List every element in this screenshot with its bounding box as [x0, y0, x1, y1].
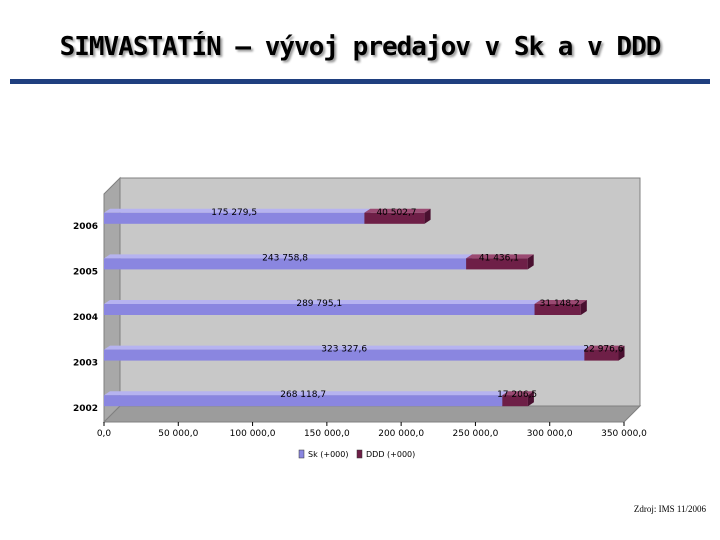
bar-sk-2005	[104, 258, 467, 270]
x-tick-label-4: 200 000,0	[378, 429, 424, 439]
x-tick-label-1: 50 000,0	[158, 429, 198, 439]
data-label-sk-2006: 175 279,5	[211, 208, 257, 218]
x-tick-label-5: 250 000,0	[453, 429, 499, 439]
source-note: Zdroj: IMS 11/2006	[633, 504, 706, 514]
x-tick-label-6: 300 000,0	[527, 429, 573, 439]
bar-top-DDD (+000)-2002	[502, 391, 534, 396]
bar-ddd-2005	[466, 258, 528, 270]
bar-top-Sk (+000)-2002	[104, 391, 509, 396]
bar-top-Sk (+000)-2006	[104, 208, 371, 213]
data-label-ddd-2006: 40 502,7	[376, 208, 416, 218]
bar-top-DDD (+000)-2005	[466, 254, 534, 259]
category-label-2003: 2003	[73, 359, 98, 369]
data-label-sk-2003: 323 327,6	[321, 345, 367, 355]
bar-sk-2002	[104, 395, 503, 407]
bar-top-DDD (+000)-2006	[364, 208, 431, 213]
plot-floor	[102, 405, 642, 423]
legend-label-sk: Sk (+000)	[308, 450, 348, 459]
x-tick-label-7: 350 000,0	[601, 429, 647, 439]
bars	[104, 208, 625, 407]
bar-ddd-2003	[584, 349, 619, 361]
bar-sk-2003	[104, 349, 585, 361]
bar-end-ddd-2004	[580, 300, 587, 315]
x-tick-label-0: 0,0	[97, 429, 112, 439]
category-label-2004: 2004	[73, 313, 98, 323]
bar-end-ddd-2005	[527, 254, 534, 270]
data-labels: 175 279,5 40 502,7 243 758,8 41 436,1 289 79…	[211, 208, 623, 400]
bar-ddd-2002	[502, 395, 528, 407]
bar-sk-2006	[104, 212, 365, 224]
bar-ddd-2004	[534, 304, 581, 315]
bar-top-Sk (+000)-2003	[104, 345, 591, 350]
data-label-ddd-2005: 41 436,1	[479, 253, 519, 263]
bar-top-Sk (+000)-2004	[104, 300, 541, 304]
legend-label-ddd: DDD (+000)	[366, 450, 415, 459]
title-underline	[10, 79, 710, 84]
bar-ddd-2006	[364, 212, 425, 224]
legend-swatch-sk	[298, 449, 305, 459]
data-label-ddd-2004: 31 148,2	[540, 299, 580, 309]
category-label-2006: 2006	[73, 222, 98, 232]
data-label-ddd-2002: 17 206,5	[497, 390, 537, 400]
x-tick-label-2: 100 000,0	[230, 429, 276, 439]
bar-top-Sk (+000)-2005	[104, 254, 473, 259]
legend-swatch-ddd	[356, 449, 363, 459]
bar-end-ddd-2006	[424, 208, 431, 224]
bar-sk-2004	[104, 304, 535, 315]
legend: Sk (+000) DDD (+000)	[298, 449, 415, 459]
category-label-2002: 2002	[73, 404, 98, 414]
slide-title: SIMVASTATÍN – vývoj predajov v Sk a v DD…	[59, 32, 662, 62]
data-label-sk-2005: 243 758,8	[262, 253, 308, 263]
data-label-ddd-2003: 22 976,6	[583, 345, 623, 355]
bar-end-ddd-2002	[527, 391, 534, 407]
bar-top-DDD (+000)-2004	[534, 300, 587, 304]
bar-top-DDD (+000)-2003	[584, 345, 625, 350]
x-tick-label-3: 150 000,0	[304, 429, 350, 439]
category-label-2005: 2005	[73, 267, 98, 277]
axes: 2006 2005 2004 2003 2002 0,0 50 000,0 100 000,0…	[73, 222, 647, 439]
data-label-sk-2002: 268 118,7	[280, 390, 326, 400]
bar-end-ddd-2003	[618, 345, 625, 361]
data-label-sk-2004: 289 795,1	[296, 299, 342, 309]
